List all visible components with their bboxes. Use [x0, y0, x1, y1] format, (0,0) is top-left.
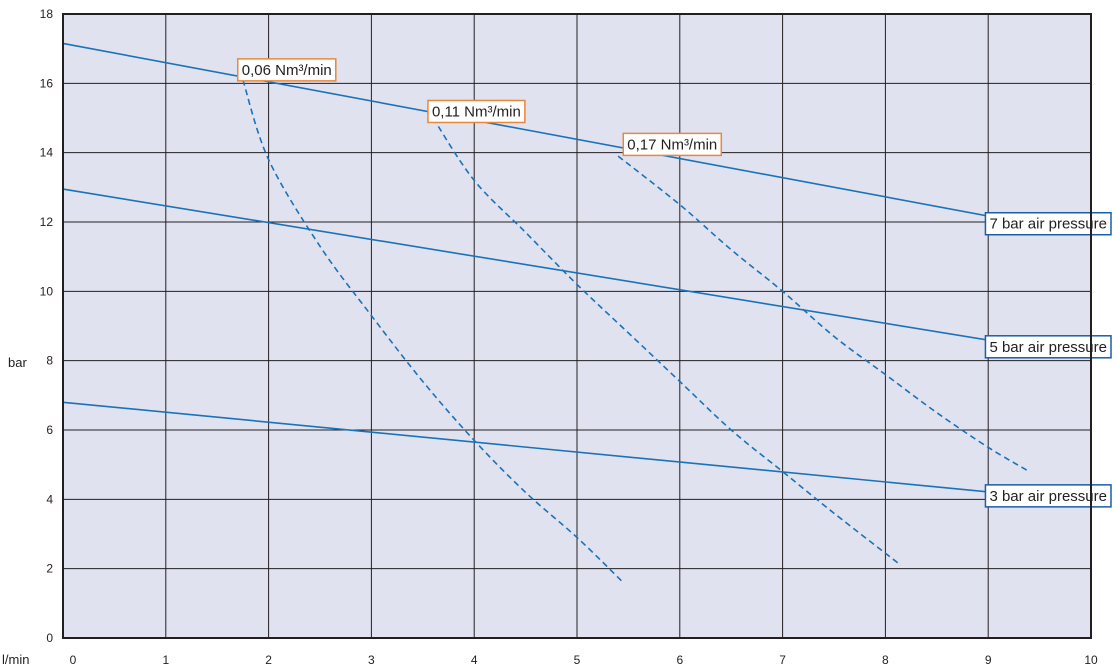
plot-frame: [62, 13, 1092, 639]
x-tick-label: 5: [574, 653, 581, 667]
y-tick-label: 12: [40, 215, 54, 229]
y-tick-label: 0: [46, 631, 53, 645]
y-tick-label: 8: [46, 354, 53, 368]
y-tick-label: 18: [40, 7, 54, 21]
flow-label-0: 0,06 Nm³/min: [237, 58, 337, 82]
pressure-label-2-box: [984, 484, 1112, 508]
flow-curve-3: [242, 79, 624, 584]
x-tick-label: 2: [265, 653, 272, 667]
flow-label-1-box: [427, 99, 526, 124]
pressure-label-0-text: 7 bar air pressure: [989, 216, 1107, 233]
flow-curve-4: [432, 117, 902, 566]
x-tick-label: 4: [471, 653, 478, 667]
pressure-label-2: 3 bar air pressure: [984, 484, 1112, 508]
x-tick-label: 0: [70, 653, 77, 667]
labels-group: 0,06 Nm³/min 0,11 Nm³/min 0,17 Nm³/min 7 ba…: [237, 58, 1112, 508]
flow-label-0-text: 0,06 Nm³/min: [242, 62, 332, 79]
pressure-label-0: 7 bar air pressure: [984, 211, 1112, 236]
x-tick-label: 3: [368, 653, 375, 667]
series-group: [62, 42, 1030, 584]
x-tick-label: 10: [1084, 653, 1098, 667]
flow-label-0-box: [237, 58, 337, 82]
flow-label-2: 0,17 Nm³/min: [622, 132, 723, 157]
x-tick-label: 8: [882, 653, 889, 667]
flow-curve-5: [617, 155, 1030, 473]
flow-label-1-text: 0,11 Nm³/min: [432, 103, 521, 120]
flow-label-2-box: [622, 132, 723, 157]
x-tick-label: 1: [162, 653, 169, 667]
x-tick-label: 9: [985, 653, 992, 667]
pressure-line-2: [62, 401, 1030, 497]
pressure-line-1: [62, 188, 1030, 348]
pressure-label-1-text: 5 bar air pressure: [989, 339, 1107, 356]
y-tick-label: 6: [46, 423, 53, 437]
y-tick-label: 2: [46, 562, 53, 576]
flow-label-2-text: 0,17 Nm³/min: [627, 136, 717, 153]
y-tick-label: 14: [40, 146, 54, 160]
y-tick-label: 16: [40, 76, 54, 90]
pressure-label-0-box: [984, 211, 1112, 236]
y-tick-label: 10: [40, 284, 54, 298]
x-axis-title: l/min: [2, 652, 29, 667]
pressure-line-0: [62, 42, 1030, 225]
y-axis-title: bar: [8, 355, 27, 370]
pressure-label-1-box: [984, 335, 1112, 359]
pressure-label-1: 5 bar air pressure: [984, 335, 1112, 359]
y-tick-label: 4: [46, 492, 53, 506]
flow-label-1: 0,11 Nm³/min: [427, 99, 526, 124]
pressure-label-2-text: 3 bar air pressure: [989, 488, 1107, 505]
x-tick-label: 6: [676, 653, 683, 667]
x-tick-label: 7: [779, 653, 786, 667]
